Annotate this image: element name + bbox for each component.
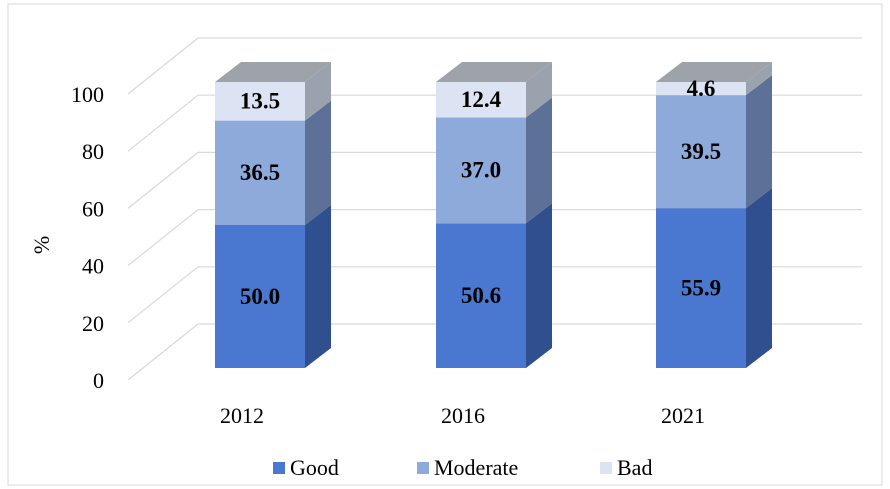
bar-side	[526, 203, 552, 368]
bar	[656, 95, 746, 209]
bar-side	[305, 205, 331, 368]
bar-top	[436, 62, 552, 82]
grid-line	[127, 266, 199, 324]
bar	[656, 208, 746, 368]
bar-side	[746, 75, 772, 209]
bar	[436, 223, 526, 368]
bar	[436, 117, 526, 224]
y-tick-label: 100	[71, 82, 104, 107]
grid-line	[127, 37, 199, 95]
x-tick-label: 2021	[661, 403, 705, 428]
bar-side	[526, 62, 552, 118]
value-label: 37.0	[461, 158, 501, 183]
y-tick-label: 0	[93, 368, 104, 393]
y-tick-label: 20	[82, 311, 104, 336]
bar	[656, 82, 746, 96]
bar-side	[305, 62, 331, 121]
value-label: 50.6	[461, 283, 501, 308]
y-tick-label: 60	[82, 196, 104, 221]
bar-top	[215, 62, 331, 82]
bar-top	[656, 62, 772, 82]
chart-border	[7, 3, 883, 486]
legend-label: Good	[290, 455, 339, 480]
bar	[436, 82, 526, 118]
y-tick-label: 40	[82, 254, 104, 279]
value-label: 13.5	[240, 89, 280, 114]
value-label: 55.9	[681, 275, 721, 300]
grid-line	[127, 94, 199, 152]
grid-line	[127, 209, 199, 267]
bar-side	[305, 100, 331, 225]
grid-line	[127, 323, 199, 381]
x-tick-label: 2016	[441, 403, 485, 428]
bar	[215, 225, 305, 368]
value-label: 50.0	[240, 284, 280, 309]
grid-line	[127, 151, 199, 209]
legend-label: Moderate	[434, 455, 518, 480]
bar	[215, 82, 305, 121]
value-label: 36.5	[240, 160, 280, 185]
bar-side	[746, 62, 772, 96]
legend-swatch	[600, 462, 612, 474]
y-axis-label: %	[29, 236, 54, 254]
value-label: 12.4	[461, 87, 502, 112]
bar	[215, 120, 305, 225]
x-tick-label: 2012	[220, 403, 264, 428]
bar-side	[526, 97, 552, 224]
y-tick-label: 80	[82, 139, 104, 164]
legend-swatch	[273, 462, 285, 474]
value-label: 4.6	[687, 76, 716, 101]
legend-label: Bad	[617, 455, 652, 480]
bar-side	[746, 188, 772, 368]
value-label: 39.5	[681, 139, 721, 164]
legend-swatch	[417, 462, 429, 474]
